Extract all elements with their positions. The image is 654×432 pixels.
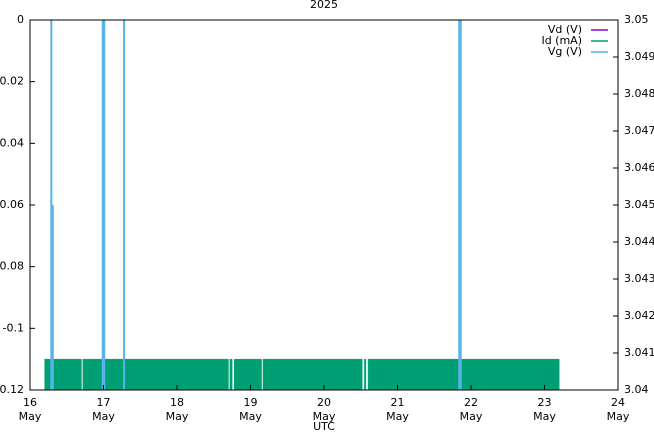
x-axis-label: UTC <box>313 420 335 432</box>
y-tick-label: -0.12 <box>0 383 24 396</box>
x-tick-line: 24 <box>611 396 625 409</box>
y2-tick-label: 3.046 <box>624 161 654 174</box>
y-tick-label: -0.08 <box>0 260 24 273</box>
x-tick-line: May <box>166 410 189 423</box>
x-tick-label: 19 May <box>239 396 262 423</box>
x-tick-line: 19 <box>244 396 258 409</box>
x-tick-line: 20 <box>317 396 331 409</box>
line <box>50 20 462 390</box>
y2-tick-label: 3.048 <box>624 87 654 100</box>
y2-tick-label: 3.041 <box>624 346 654 359</box>
x-tick-label: 17 May <box>92 396 115 423</box>
legend-label: Vg (V) <box>548 45 582 58</box>
area <box>44 358 560 390</box>
x-tick-line: May <box>19 410 42 423</box>
y-tick-label: -0.04 <box>0 136 24 149</box>
x-tick-label: 23 May <box>533 396 556 423</box>
x-tick-label: 21 May <box>386 396 409 423</box>
x-tick-label: 22 May <box>460 396 483 423</box>
y-tick-label: -0.1 <box>3 321 24 334</box>
x-tick-line: May <box>607 410 630 423</box>
y2-tick-label: 3.047 <box>624 124 654 137</box>
x-tick-label: 16 May <box>19 396 42 423</box>
legend-label: Vd (V) <box>548 23 582 36</box>
x-tick-line: 17 <box>97 396 111 409</box>
y2-tick-label: 3.045 <box>624 198 654 211</box>
y-tick-label: -0.06 <box>0 198 24 211</box>
x-tick-line: 21 <box>391 396 405 409</box>
y2-tick-label: 3.05 <box>624 13 649 26</box>
x-tick-line: May <box>92 410 115 423</box>
x-tick-line: 22 <box>464 396 478 409</box>
y2-tick-label: 3.044 <box>624 235 654 248</box>
x-tick-line: May <box>239 410 262 423</box>
legend-label: Id (mA) <box>541 34 582 47</box>
x-tick-line: May <box>386 410 409 423</box>
y2-tick-label: 3.043 <box>624 272 654 285</box>
x-tick-line: May <box>533 410 556 423</box>
x-tick-label: 24 May <box>607 396 630 423</box>
x-tick-line: May <box>460 410 483 423</box>
y-tick-label: 0 <box>17 13 24 26</box>
x-tick-line: 18 <box>170 396 184 409</box>
y2-tick-label: 3.049 <box>624 50 654 63</box>
x-tick-label: 18 May <box>166 396 189 423</box>
x-tick-line: 16 <box>23 396 37 409</box>
y2-tick-label: 3.042 <box>624 309 654 322</box>
x-tick-line: May <box>313 410 336 423</box>
plot-frame <box>29 19 619 391</box>
x-tick-line: 23 <box>538 396 552 409</box>
y2-tick-label: 3.04 <box>624 383 649 396</box>
x-tick-label: 20 May <box>313 396 336 423</box>
y-tick-label: -0.02 <box>0 75 24 88</box>
chart-title: 2025 <box>310 0 338 11</box>
